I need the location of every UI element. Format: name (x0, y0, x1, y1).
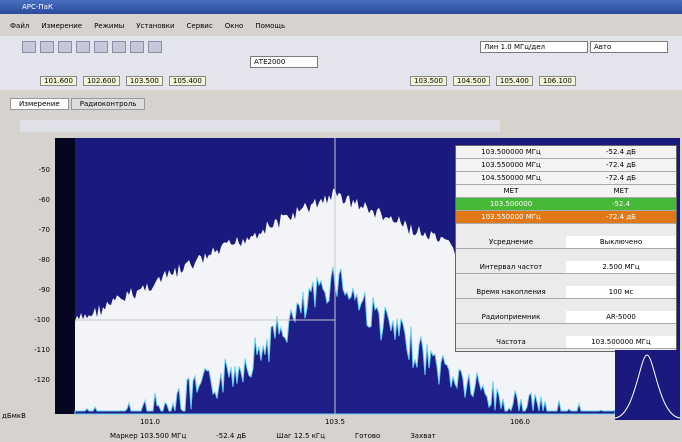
status-item: Маркер 103.500 МГц (110, 432, 187, 440)
button[interactable] (76, 41, 90, 53)
cell: МЕТ (613, 187, 629, 195)
cell: Выключено (566, 236, 676, 248)
combo[interactable]: Лин 1.0 МГц/дел (480, 41, 588, 53)
marker-button[interactable]: 103.500 (410, 76, 447, 86)
mini-curve (615, 354, 680, 419)
marker-button[interactable]: 102.600 (82, 76, 120, 86)
panel-field: Время накопления 100 мс (456, 286, 676, 299)
y-tick-label: -60 (39, 196, 50, 204)
panel-row: 103.550000 МГц -72.4 дБ (456, 159, 676, 172)
status-item: -52.4 дБ (216, 432, 247, 440)
cell: 100 мс (566, 286, 676, 298)
x-tick-label: 101.0 (140, 418, 160, 426)
y-tick-label: -50 (39, 166, 50, 174)
plot-dark-band (55, 138, 75, 414)
tab[interactable]: Радиоконтроль (70, 98, 146, 110)
menu-item[interactable]: Файл (10, 22, 30, 30)
panel-row-green: 103.500000 -52.4 (456, 198, 676, 211)
cell: -52.4 (611, 200, 631, 208)
title-bar: АРС-ПаК (0, 0, 682, 14)
panel-field: Усреднение Выключено (456, 236, 676, 249)
y-tick-label: -80 (39, 256, 50, 264)
panel-row: МЕТ МЕТ (456, 185, 676, 198)
cell: 104.550000 МГц (481, 174, 541, 182)
menu-bar: Файл Измерение Режимы Установки Сервис Окно По… (10, 22, 285, 30)
button[interactable] (112, 41, 126, 53)
cell: 103.500000 (489, 200, 533, 208)
status-item: Шаг 12.5 кГц (276, 432, 325, 440)
graph-toolbar (20, 120, 500, 132)
menu-item[interactable]: Помощь (255, 22, 286, 30)
marker-panel: 103.500000 МГц -52.4 дБ 103.550000 МГц -72.… (455, 145, 677, 352)
cell: -72.4 дБ (606, 213, 636, 221)
combo[interactable]: Авто (590, 41, 668, 53)
combo[interactable]: АТЕ2000 (250, 56, 318, 68)
toolbars: Лин 1.0 МГц/дел Авто АТЕ2000 101.600 102.… (0, 36, 682, 90)
spectrum-floor (74, 266, 616, 415)
cell: Радиоприемник (481, 313, 541, 321)
marker-list: 103.500 104.500 105.400 106.100 (410, 76, 576, 86)
mini-bg (615, 350, 680, 420)
menu-item[interactable]: Измерение (41, 22, 83, 30)
y-tick-label: -100 (34, 316, 50, 324)
panel-row: 104.550000 МГц -72.4 дБ (456, 172, 676, 185)
tab[interactable]: Измерение (10, 98, 69, 110)
y-tick-label: -70 (39, 226, 50, 234)
menu-item[interactable]: Режимы (94, 22, 125, 30)
panel-field: Частота 103.500000 МГц (456, 336, 676, 349)
panel-field: Интервал частот 2.500 МГц (456, 261, 676, 274)
marker-button[interactable]: 103.500 (125, 76, 163, 86)
cell: -72.4 дБ (606, 174, 636, 182)
button[interactable] (148, 41, 162, 53)
cell: -72.4 дБ (606, 161, 636, 169)
status-bar: Маркер 103.500 МГц -52.4 дБ Шаг 12.5 кГц Го… (0, 432, 682, 442)
cell: AR-5000 (566, 311, 676, 323)
button[interactable] (58, 41, 72, 53)
panel-field: Радиоприемник AR-5000 (456, 311, 676, 324)
menu-item[interactable]: Окно (224, 22, 244, 30)
x-tick-label: 106.0 (510, 418, 530, 426)
cell: МЕТ (503, 187, 519, 195)
y-tick-label: -120 (34, 376, 50, 384)
marker-list: 101.600 102.600 103.500 105.400 (40, 76, 206, 86)
x-tick-label: 103.5 (325, 418, 345, 426)
marker-button[interactable]: 106.100 (538, 76, 576, 86)
cell: 103.500000 МГц (481, 148, 541, 156)
menu-item[interactable]: Установки (136, 22, 175, 30)
panel-row-orange: 103.550000 МГц -72.4 дБ (456, 211, 676, 224)
button[interactable] (22, 41, 36, 53)
button[interactable] (40, 41, 54, 53)
marker-button[interactable]: 104.500 (452, 76, 490, 86)
cell: Усреднение (488, 238, 534, 246)
y-unit: дБмкВ (2, 412, 26, 420)
button[interactable] (130, 41, 144, 53)
status-item: Захват (410, 432, 436, 440)
cell: Частота (496, 338, 526, 346)
cell: Время накопления (476, 288, 546, 296)
cell: -52.4 дБ (606, 148, 636, 156)
cell: 2.500 МГц (566, 261, 676, 273)
y-tick-label: -110 (34, 346, 50, 354)
marker-button[interactable]: 105.400 (168, 76, 206, 86)
tool-row (20, 40, 164, 56)
panel-row: 103.500000 МГц -52.4 дБ (456, 146, 676, 159)
marker-button[interactable]: 105.400 (495, 76, 533, 86)
button[interactable] (94, 41, 108, 53)
mini-plot (615, 350, 680, 420)
cell: 103.550000 МГц (481, 161, 541, 169)
y-tick-label: -90 (39, 286, 50, 294)
cell: 103.500000 МГц (566, 336, 676, 348)
status-item: Готово (354, 432, 381, 440)
menu-item[interactable]: Сервис (186, 22, 213, 30)
tabs: Измерение Радиоконтроль (10, 98, 146, 110)
window-title: АРС-ПаК (22, 3, 53, 11)
cell: 103.550000 МГц (481, 213, 541, 221)
cell: Интервал частот (479, 263, 543, 271)
marker-button[interactable]: 101.600 (40, 76, 77, 86)
